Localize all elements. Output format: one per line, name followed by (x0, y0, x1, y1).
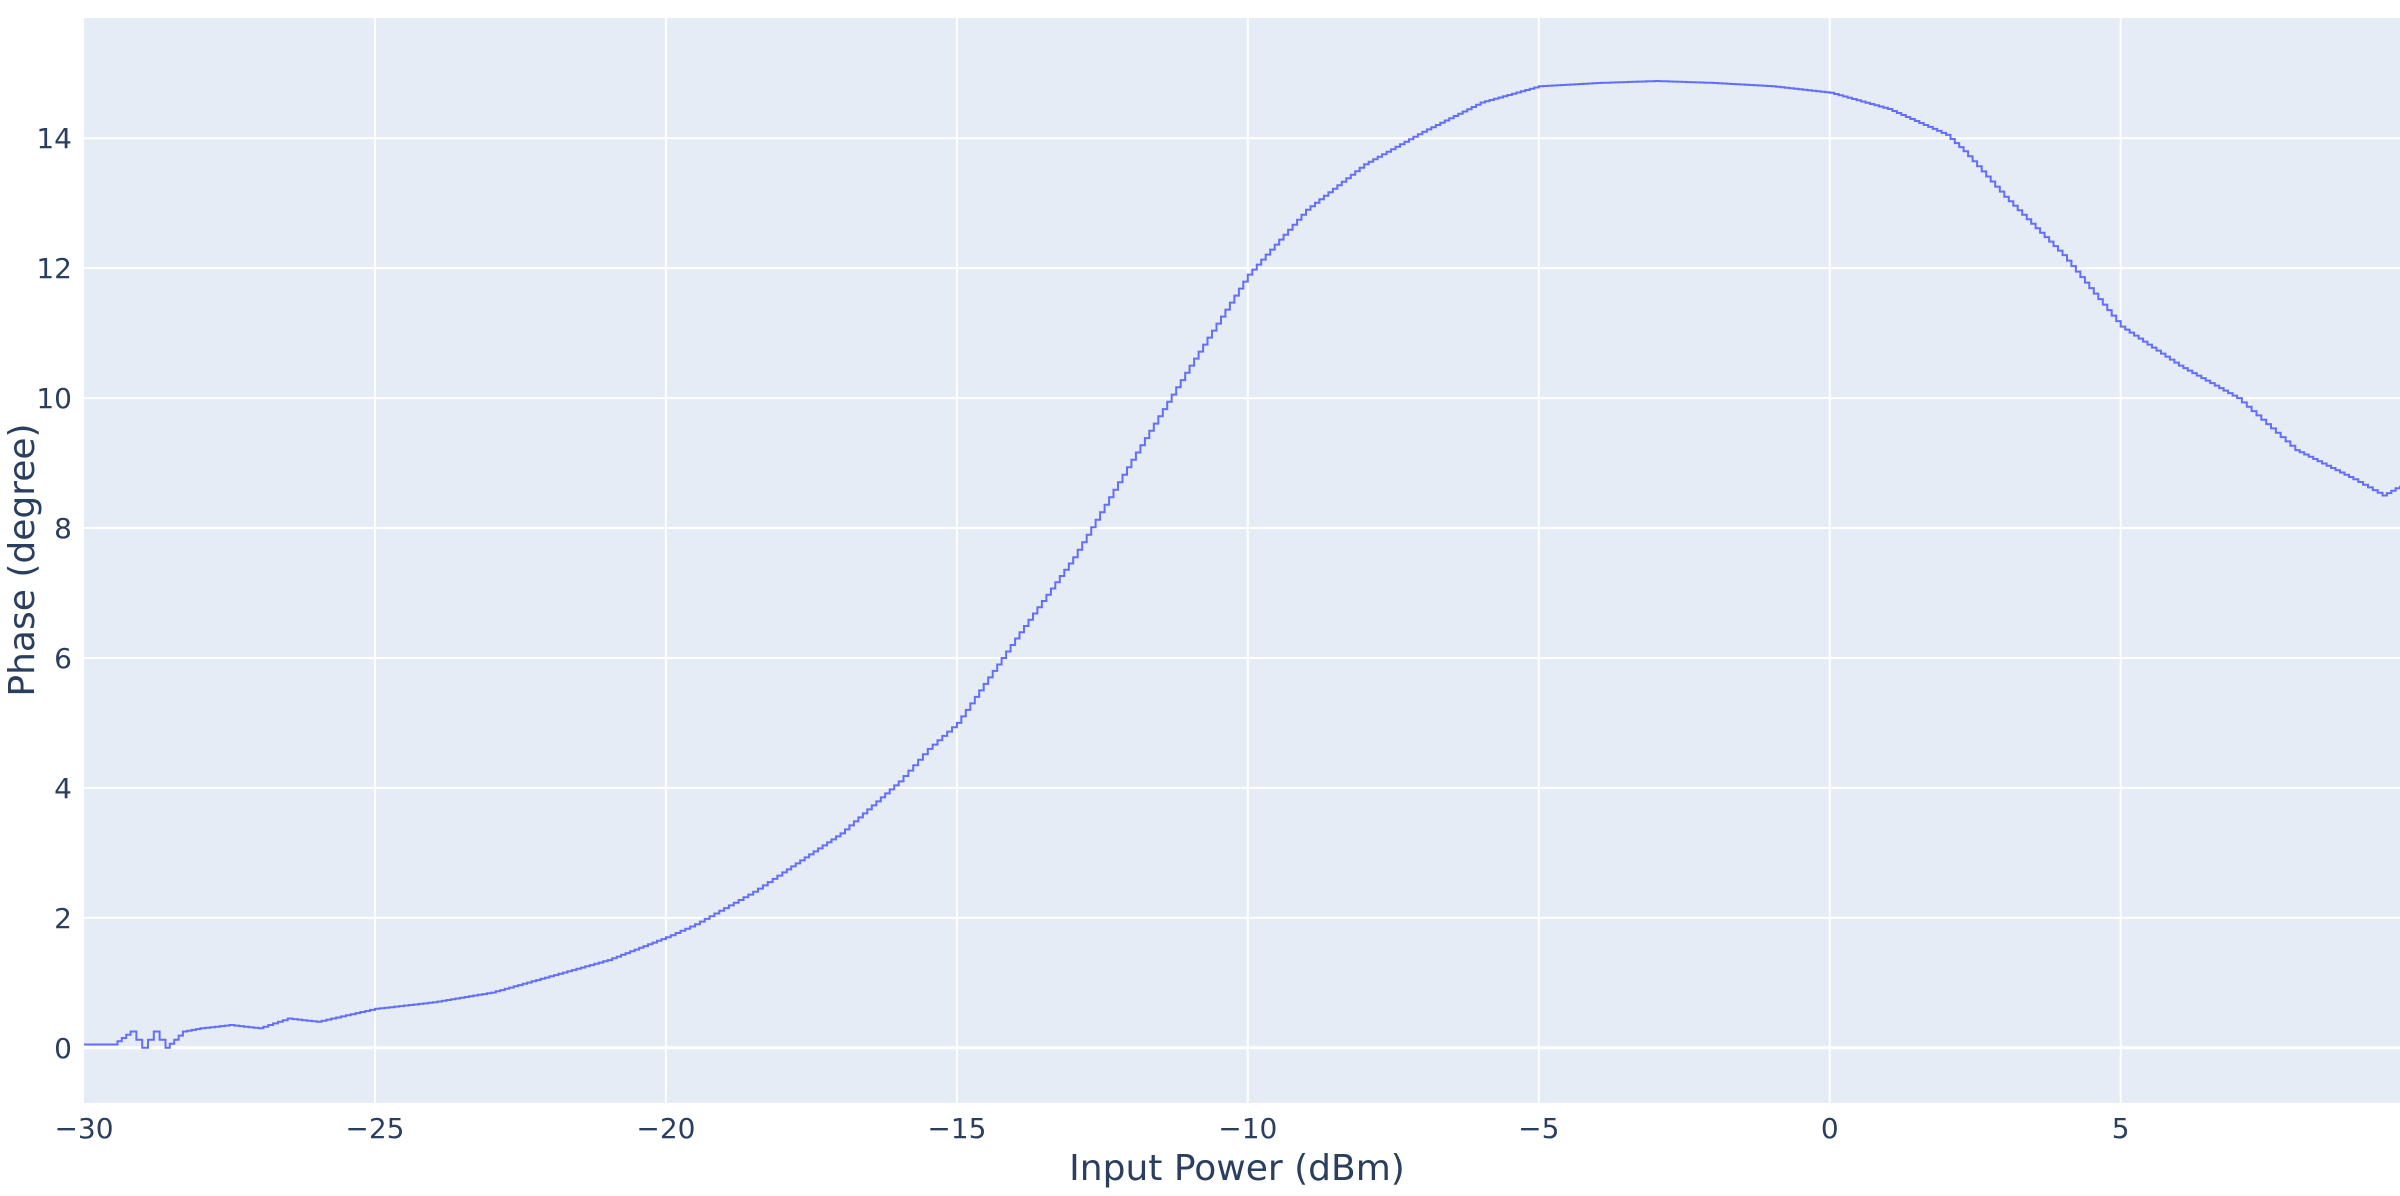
plot-area-background (84, 18, 2400, 1103)
y-tick-label: 10 (36, 382, 72, 415)
gridlines (84, 18, 2400, 1103)
y-tick-label: 4 (54, 772, 72, 805)
x-axis-title: Input Power (dBm) (1069, 1148, 1405, 1189)
x-tick-label: 0 (1821, 1112, 1839, 1145)
y-tick-label: 8 (54, 512, 72, 545)
y-tick-label: 12 (36, 252, 72, 285)
x-tick-label: −20 (636, 1112, 695, 1145)
x-tick-label: −30 (54, 1112, 113, 1145)
y-axis-ticks: 0 2 4 6 8 10 12 14 (36, 122, 72, 1065)
series-line (84, 80, 2400, 1049)
x-tick-label: −25 (345, 1112, 404, 1145)
y-tick-label: 6 (54, 642, 72, 675)
x-axis-ticks: −30 −25 −20 −15 −10 −5 0 5 (54, 1112, 2129, 1145)
y-axis-title: Phase (degree) (2, 423, 43, 696)
x-tick-label: −5 (1518, 1112, 1559, 1145)
series-line-group (84, 80, 2400, 1049)
x-tick-label: −15 (927, 1112, 986, 1145)
y-tick-label: 0 (54, 1032, 72, 1065)
y-tick-label: 2 (54, 902, 72, 935)
x-tick-label: −10 (1218, 1112, 1277, 1145)
x-tick-label: 5 (2112, 1112, 2130, 1145)
y-tick-label: 14 (36, 122, 72, 155)
